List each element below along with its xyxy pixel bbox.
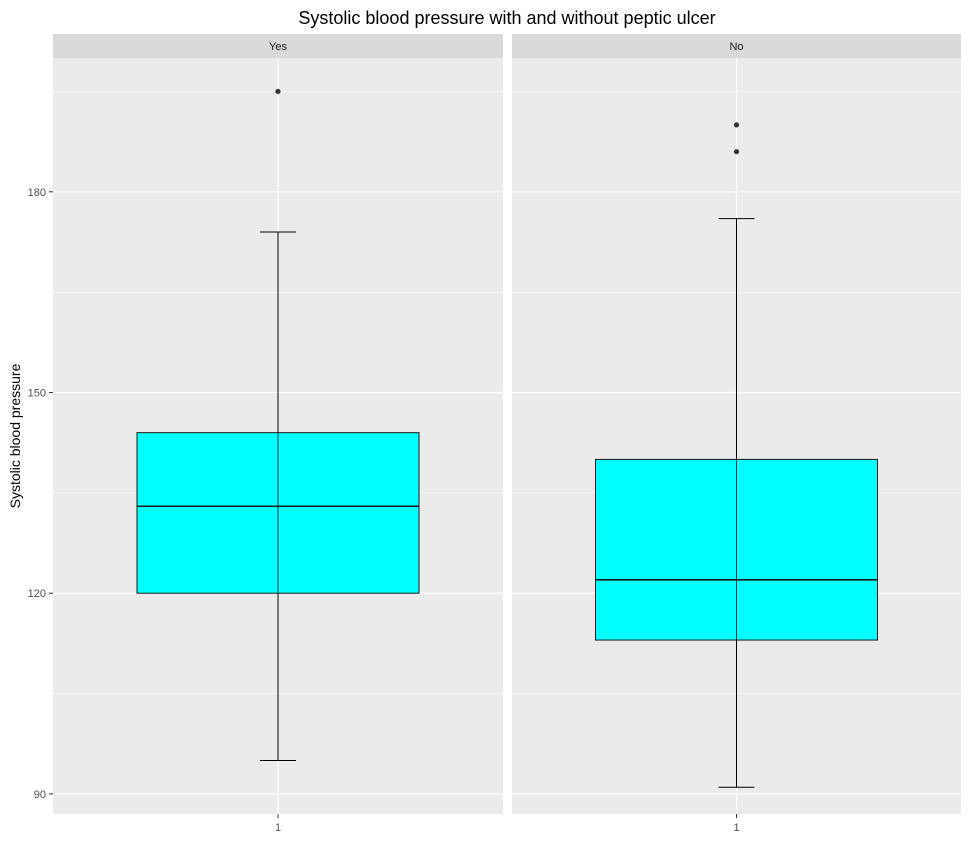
x-tick-label: 1	[733, 822, 739, 834]
facet-panel-no: No 1	[512, 34, 961, 834]
facet-strip-label: No	[729, 41, 743, 53]
y-tick-label: 120	[28, 588, 46, 600]
facet-panels: Yes 1 No 1	[53, 34, 961, 834]
outlier-point	[733, 122, 740, 128]
x-tick-label: 1	[275, 822, 281, 834]
y-tick-label: 150	[28, 388, 46, 400]
facet-strip-label: Yes	[269, 41, 287, 53]
facet-strip	[53, 34, 503, 58]
outlier-point	[733, 149, 740, 155]
y-axis-label: Systolic blood pressure	[7, 363, 23, 508]
facet-panel-yes: Yes 1	[53, 34, 503, 834]
outlier-point	[275, 88, 281, 95]
facet-strip	[512, 34, 961, 58]
y-tick-label: 90	[34, 789, 46, 801]
y-tick-label: 180	[28, 187, 46, 199]
chart-title: Systolic blood pressure with and without…	[298, 8, 715, 28]
y-axis-ticks: 90 120 150 180	[28, 187, 53, 801]
